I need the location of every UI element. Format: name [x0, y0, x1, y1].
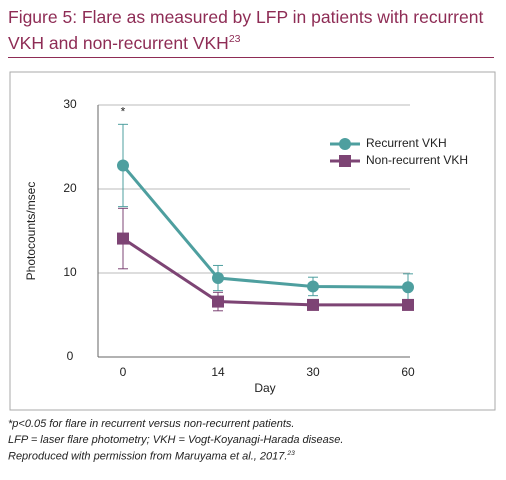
- data-point: [307, 298, 319, 311]
- y-tick-label: 30: [63, 97, 77, 111]
- title-text: Figure 5: Flare as measured by LFP in pa…: [8, 7, 484, 53]
- series-line: [122, 237, 408, 307]
- data-point: [212, 295, 224, 308]
- legend-label: Non-recurrent VKH: [366, 153, 468, 167]
- chart-frame: [9, 71, 496, 411]
- data-point: [117, 159, 129, 172]
- annotation: *: [121, 104, 126, 118]
- title-reference: 23: [228, 33, 241, 45]
- legend-label: Recurrent VKH: [366, 136, 447, 150]
- footnote: LFP = laser flare photometry; VKH = Vogt…: [8, 434, 344, 446]
- x-tick-label: 0: [120, 365, 127, 379]
- data-point: [402, 281, 414, 294]
- footnote-reference: 23: [287, 450, 295, 457]
- series-line: [121, 164, 409, 289]
- x-axis-label: Day: [254, 381, 275, 395]
- y-axis-label: Photocounts/msec: [24, 182, 38, 281]
- footnote: *p<0.05 for flare in recurrent versus no…: [8, 418, 295, 430]
- legend-marker: [339, 138, 351, 150]
- x-tick-label: 30: [306, 365, 320, 379]
- title-rule: [8, 57, 494, 58]
- data-point: [402, 298, 414, 311]
- x-tick-label: 60: [401, 365, 415, 379]
- y-tick-label: 10: [63, 265, 77, 279]
- figure-title: Figure 5: Flare as measured by LFP in pa…: [8, 6, 498, 54]
- y-tick-label: 20: [63, 181, 77, 195]
- legend-marker: [339, 155, 351, 167]
- data-point: [117, 232, 129, 245]
- data-point: [307, 280, 319, 293]
- y-tick-label: 0: [67, 349, 74, 363]
- x-tick-label: 14: [211, 365, 225, 379]
- data-point: [212, 272, 224, 285]
- footnote-text: Reproduced with permission from Maruyama…: [8, 450, 288, 463]
- footnote: Reproduced with permission from Maruyama…: [8, 450, 295, 463]
